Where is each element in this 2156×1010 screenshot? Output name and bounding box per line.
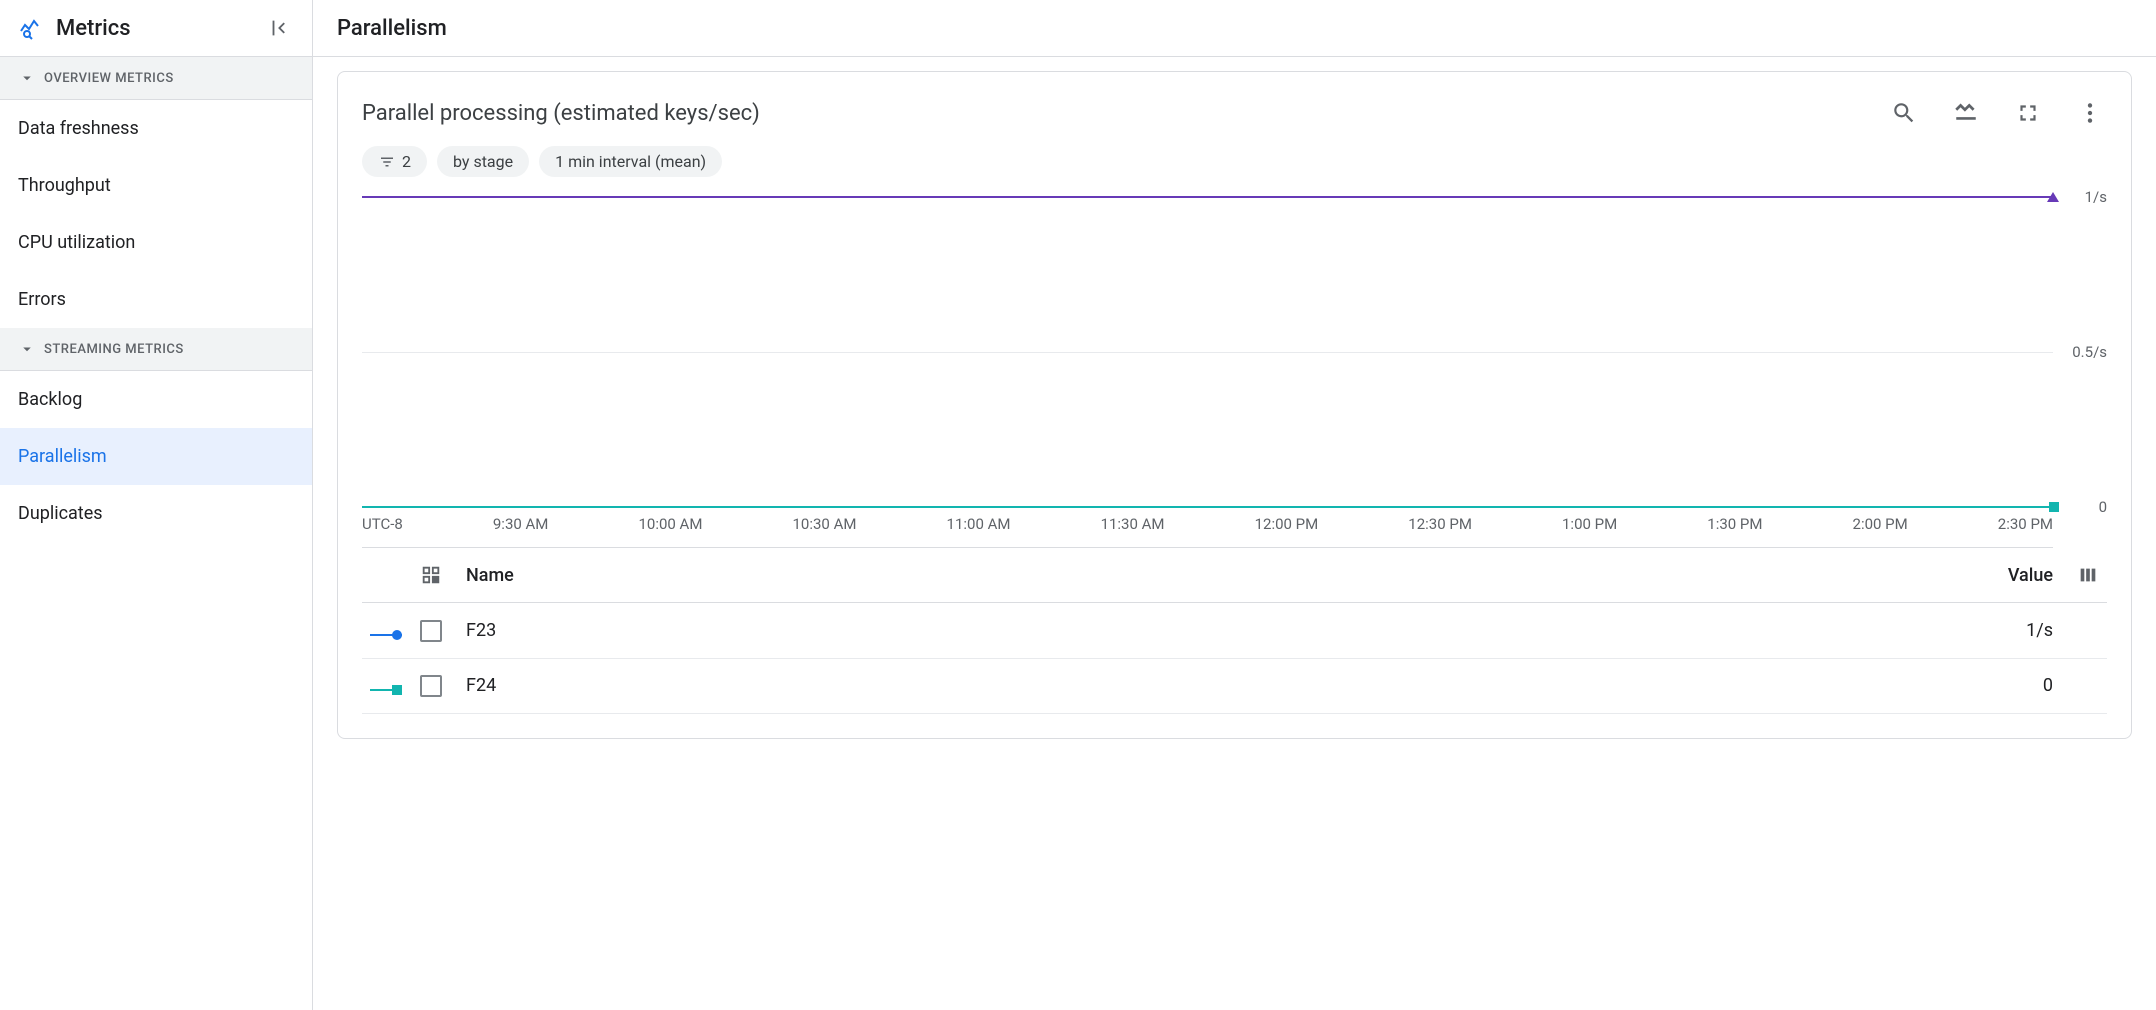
filter-chip-count[interactable]: 2 [362,146,427,177]
name-column-header[interactable]: Name [458,548,1941,603]
fullscreen-button[interactable] [2011,96,2045,130]
main-header: Parallelism [313,0,2156,57]
sidebar-title: Metrics [56,16,131,41]
series-name: F24 [458,658,1941,713]
sidebar-item[interactable]: Data freshness [0,100,312,157]
x-axis-tick: 12:30 PM [1408,515,1472,533]
sidebar-item[interactable]: Throughput [0,157,312,214]
sidebar-item[interactable]: Backlog [0,371,312,428]
x-axis-tick: 11:00 AM [947,515,1011,533]
chevron-down-icon [18,340,36,358]
filter-icon [378,153,396,171]
group-label: by stage [453,152,513,171]
reset-zoom-button[interactable] [1887,96,1921,130]
series-name: F23 [458,603,1941,658]
series-checkbox[interactable] [420,675,442,697]
sidebar-header: Metrics [0,0,312,57]
x-axis-tick: 11:30 AM [1101,515,1165,533]
x-axis-tick: 1:30 PM [1707,515,1762,533]
collapse-sidebar-button[interactable] [264,13,294,43]
chart-card: Parallel processing (estimated keys/sec) [337,71,2132,739]
section-label: STREAMING METRICS [44,342,184,357]
card-actions [1887,96,2107,130]
sidebar-item[interactable]: Duplicates [0,485,312,542]
chart-title: Parallel processing (estimated keys/sec) [362,101,760,126]
metrics-icon [18,16,42,40]
value-column-header[interactable]: Value [1941,548,2061,603]
interval-label: 1 min interval (mean) [555,152,706,171]
y-axis-label: 0.5/s [2072,343,2107,361]
card-header: Parallel processing (estimated keys/sec) [362,96,2107,130]
legend-swatch [370,684,402,696]
chart-series-marker [2047,192,2059,202]
filter-chip-interval[interactable]: 1 min interval (mean) [539,146,722,177]
content: Parallel processing (estimated keys/sec) [313,57,2156,1010]
chevron-down-icon [18,69,36,87]
x-axis-tick: 12:00 PM [1255,515,1319,533]
sidebar-item[interactable]: Parallelism [0,428,312,485]
gridline [362,352,2053,353]
x-axis: UTC-8 9:30 AM 10:00 AM 10:30 AM 11:00 AM 11:3… [362,515,2053,548]
x-axis-tick: 1:00 PM [1562,515,1617,533]
chart-series-line [362,506,2053,508]
x-axis-tick: 2:00 PM [1853,515,1908,533]
series-value: 1/s [1941,603,2061,658]
select-all-icon[interactable] [420,564,442,586]
page-title: Parallelism [337,16,447,41]
table-row[interactable]: F240 [362,658,2107,713]
table-row[interactable]: F231/s [362,603,2107,658]
x-axis-tick: 9:30 AM [493,515,549,533]
x-axis-tick: 10:30 AM [793,515,857,533]
filter-chip-group[interactable]: by stage [437,146,529,177]
y-axis-label: 0 [2099,498,2107,516]
legend-table: Name Value F231/sF240 [362,548,2107,714]
series-value: 0 [1941,658,2061,713]
table-header-row: Name Value [362,548,2107,603]
timezone-label: UTC-8 [362,515,403,533]
main: Parallelism Parallel processing (estimat… [313,0,2156,1010]
columns-config-icon[interactable] [2077,564,2099,586]
chart-series-marker [2049,502,2059,512]
filter-count-label: 2 [402,152,411,171]
x-axis-tick: 2:30 PM [1998,515,2053,533]
more-options-button[interactable] [2073,96,2107,130]
section-header[interactable]: OVERVIEW METRICS [0,57,312,100]
sidebar-item[interactable]: Errors [0,271,312,328]
legend-toggle-button[interactable] [1949,96,1983,130]
y-axis-label: 1/s [2085,188,2107,206]
x-axis-tick: 10:00 AM [638,515,702,533]
sidebar-title-wrap: Metrics [18,16,131,41]
section-header[interactable]: STREAMING METRICS [0,328,312,371]
chart-plot-area[interactable]: 1/s0.5/s0 [362,197,2053,507]
section-label: OVERVIEW METRICS [44,71,174,86]
sidebar: Metrics OVERVIEW METRICS Data freshnessTh… [0,0,313,1010]
filter-chips: 2 by stage 1 min interval (mean) [362,146,2107,177]
sidebar-item[interactable]: CPU utilization [0,214,312,271]
legend-swatch [370,629,402,641]
chart-series-line [362,196,2053,198]
series-checkbox[interactable] [420,620,442,642]
